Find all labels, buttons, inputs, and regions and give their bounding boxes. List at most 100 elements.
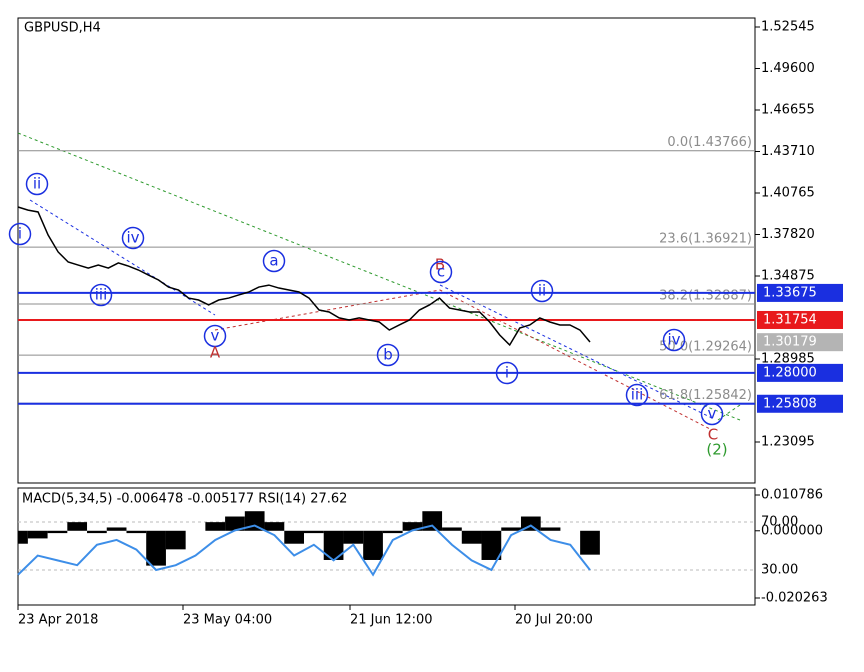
wave-label: i — [505, 364, 509, 382]
y2-tick-label: 70.00 — [761, 514, 798, 529]
macd-bar — [47, 530, 68, 534]
price-line — [17, 206, 591, 347]
trend-line — [17, 132, 741, 421]
y2-tick-label: 30.00 — [761, 562, 798, 577]
macd-bar — [165, 530, 186, 550]
wave-label: a — [269, 252, 278, 270]
level-box — [757, 394, 843, 413]
x-tick-label: 23 May 04:00 — [183, 613, 272, 628]
macd-bar — [540, 527, 561, 531]
y-tick-label: 1.43710 — [761, 144, 815, 159]
x-tick-label: 20 Jul 20:00 — [515, 613, 593, 628]
fib-label: 23.6(1.36921) — [659, 232, 752, 247]
level-box — [757, 363, 843, 382]
macd-bar — [304, 530, 324, 534]
current-price-box — [757, 333, 843, 352]
wave-label: iv — [126, 229, 139, 247]
y-tick-label: 1.46655 — [761, 103, 815, 118]
wave-label: iv — [667, 331, 680, 349]
wave-circle — [530, 279, 554, 303]
wave-label: b — [383, 346, 393, 364]
y-tick-label: 1.37820 — [761, 227, 815, 242]
x-tick-label: 23 Apr 2018 — [18, 613, 98, 628]
macd-bar — [18, 530, 28, 544]
wave-label: C — [708, 426, 718, 444]
wave-circle — [89, 283, 113, 307]
wave-label: v — [211, 327, 220, 345]
wave-circle — [662, 328, 686, 352]
wave-label: A — [210, 344, 221, 362]
y-tick-label: 1.34875 — [761, 268, 815, 283]
macd-bar — [343, 530, 364, 544]
wave-label: ii — [538, 282, 546, 300]
y-tick-label: 1.40765 — [761, 186, 815, 201]
wave-circle — [429, 260, 453, 284]
macd-bar — [205, 522, 226, 531]
fib-label: 50.0(1.29264) — [659, 340, 752, 355]
macd-bar — [225, 516, 245, 531]
macd-bar — [580, 530, 600, 555]
wave-label: B — [435, 256, 445, 274]
level-label: 1.25808 — [763, 396, 817, 411]
level-label: 1.33675 — [763, 285, 817, 300]
macd-bar — [461, 530, 482, 544]
symbol-title: GBPUSD,H4 — [24, 21, 101, 36]
macd-bar — [402, 522, 423, 531]
rsi-line — [17, 524, 591, 577]
y-tick-label: 1.23095 — [761, 434, 815, 449]
wave-circle — [8, 222, 32, 246]
wave-circle — [121, 226, 145, 250]
level-box — [757, 310, 843, 329]
fib-label: 38.2(1.32887) — [659, 289, 752, 304]
current-price-label: 1.30179 — [763, 335, 817, 350]
macd-bar — [284, 530, 304, 544]
level-label: 1.28000 — [763, 365, 817, 380]
indicator-title: MACD(5,34,5) -0.006478 -0.005177 RSI(14)… — [22, 492, 347, 507]
macd-bar — [382, 530, 403, 534]
y-tick-label: 1.49600 — [761, 61, 815, 76]
wave-label: i — [18, 225, 22, 243]
y-tick-label: 0.010786 — [761, 487, 823, 502]
wave-circle — [495, 361, 519, 385]
y-tick-label: 1.28985 — [761, 351, 815, 366]
y-tick-label: 0.000000 — [761, 523, 823, 538]
trend-line — [717, 404, 741, 421]
wave-circle — [203, 324, 227, 348]
macd-bar — [264, 522, 285, 531]
wave-line — [29, 199, 216, 316]
macd-bar — [501, 527, 521, 531]
wave-label: iii — [631, 386, 644, 404]
wave-circle — [625, 383, 649, 407]
wave-circle — [25, 172, 49, 196]
macd-bar — [146, 530, 166, 566]
wave-circle — [376, 343, 400, 367]
macd-bar — [481, 530, 502, 560]
level-box — [757, 283, 843, 302]
macd-bar — [323, 530, 344, 560]
wave-label: (2) — [706, 441, 727, 459]
wave-line — [439, 284, 713, 419]
macd-bar — [126, 530, 147, 534]
macd-bar — [87, 530, 107, 534]
wave-line — [214, 289, 713, 431]
wave-label: iii — [95, 286, 108, 304]
macd-bar — [27, 530, 48, 539]
x-tick-label: 21 Jun 12:00 — [350, 613, 433, 628]
wave-circle — [700, 402, 724, 426]
macd-bar — [442, 527, 462, 531]
macd-bar — [363, 530, 383, 560]
y-tick-label: -0.020263 — [761, 591, 828, 606]
level-label: 1.31754 — [763, 312, 817, 327]
wave-circle — [262, 249, 286, 273]
macd-bar — [106, 527, 127, 531]
wave-label: v — [708, 405, 717, 423]
wave-label: c — [437, 263, 445, 281]
y-tick-label: 1.52545 — [761, 20, 815, 35]
macd-bar — [67, 522, 88, 531]
fib-label: 0.0(1.43766) — [667, 135, 752, 150]
wave-label: ii — [33, 175, 41, 193]
fib-label: 61.8(1.25842) — [659, 388, 752, 403]
indicator-panel — [17, 487, 756, 606]
